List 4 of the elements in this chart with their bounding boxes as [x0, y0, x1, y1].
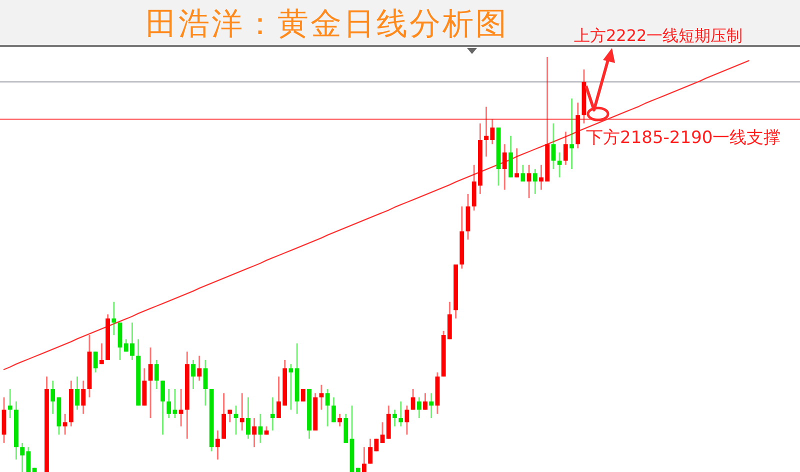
- text: 上方2222一线短期压制: [574, 26, 743, 45]
- candlestick: [300, 388, 306, 402]
- chart-title: 田浩洋：黄金日线分析图: [146, 6, 508, 42]
- annotation: 下方2185-2190一线支撑: [586, 128, 781, 148]
